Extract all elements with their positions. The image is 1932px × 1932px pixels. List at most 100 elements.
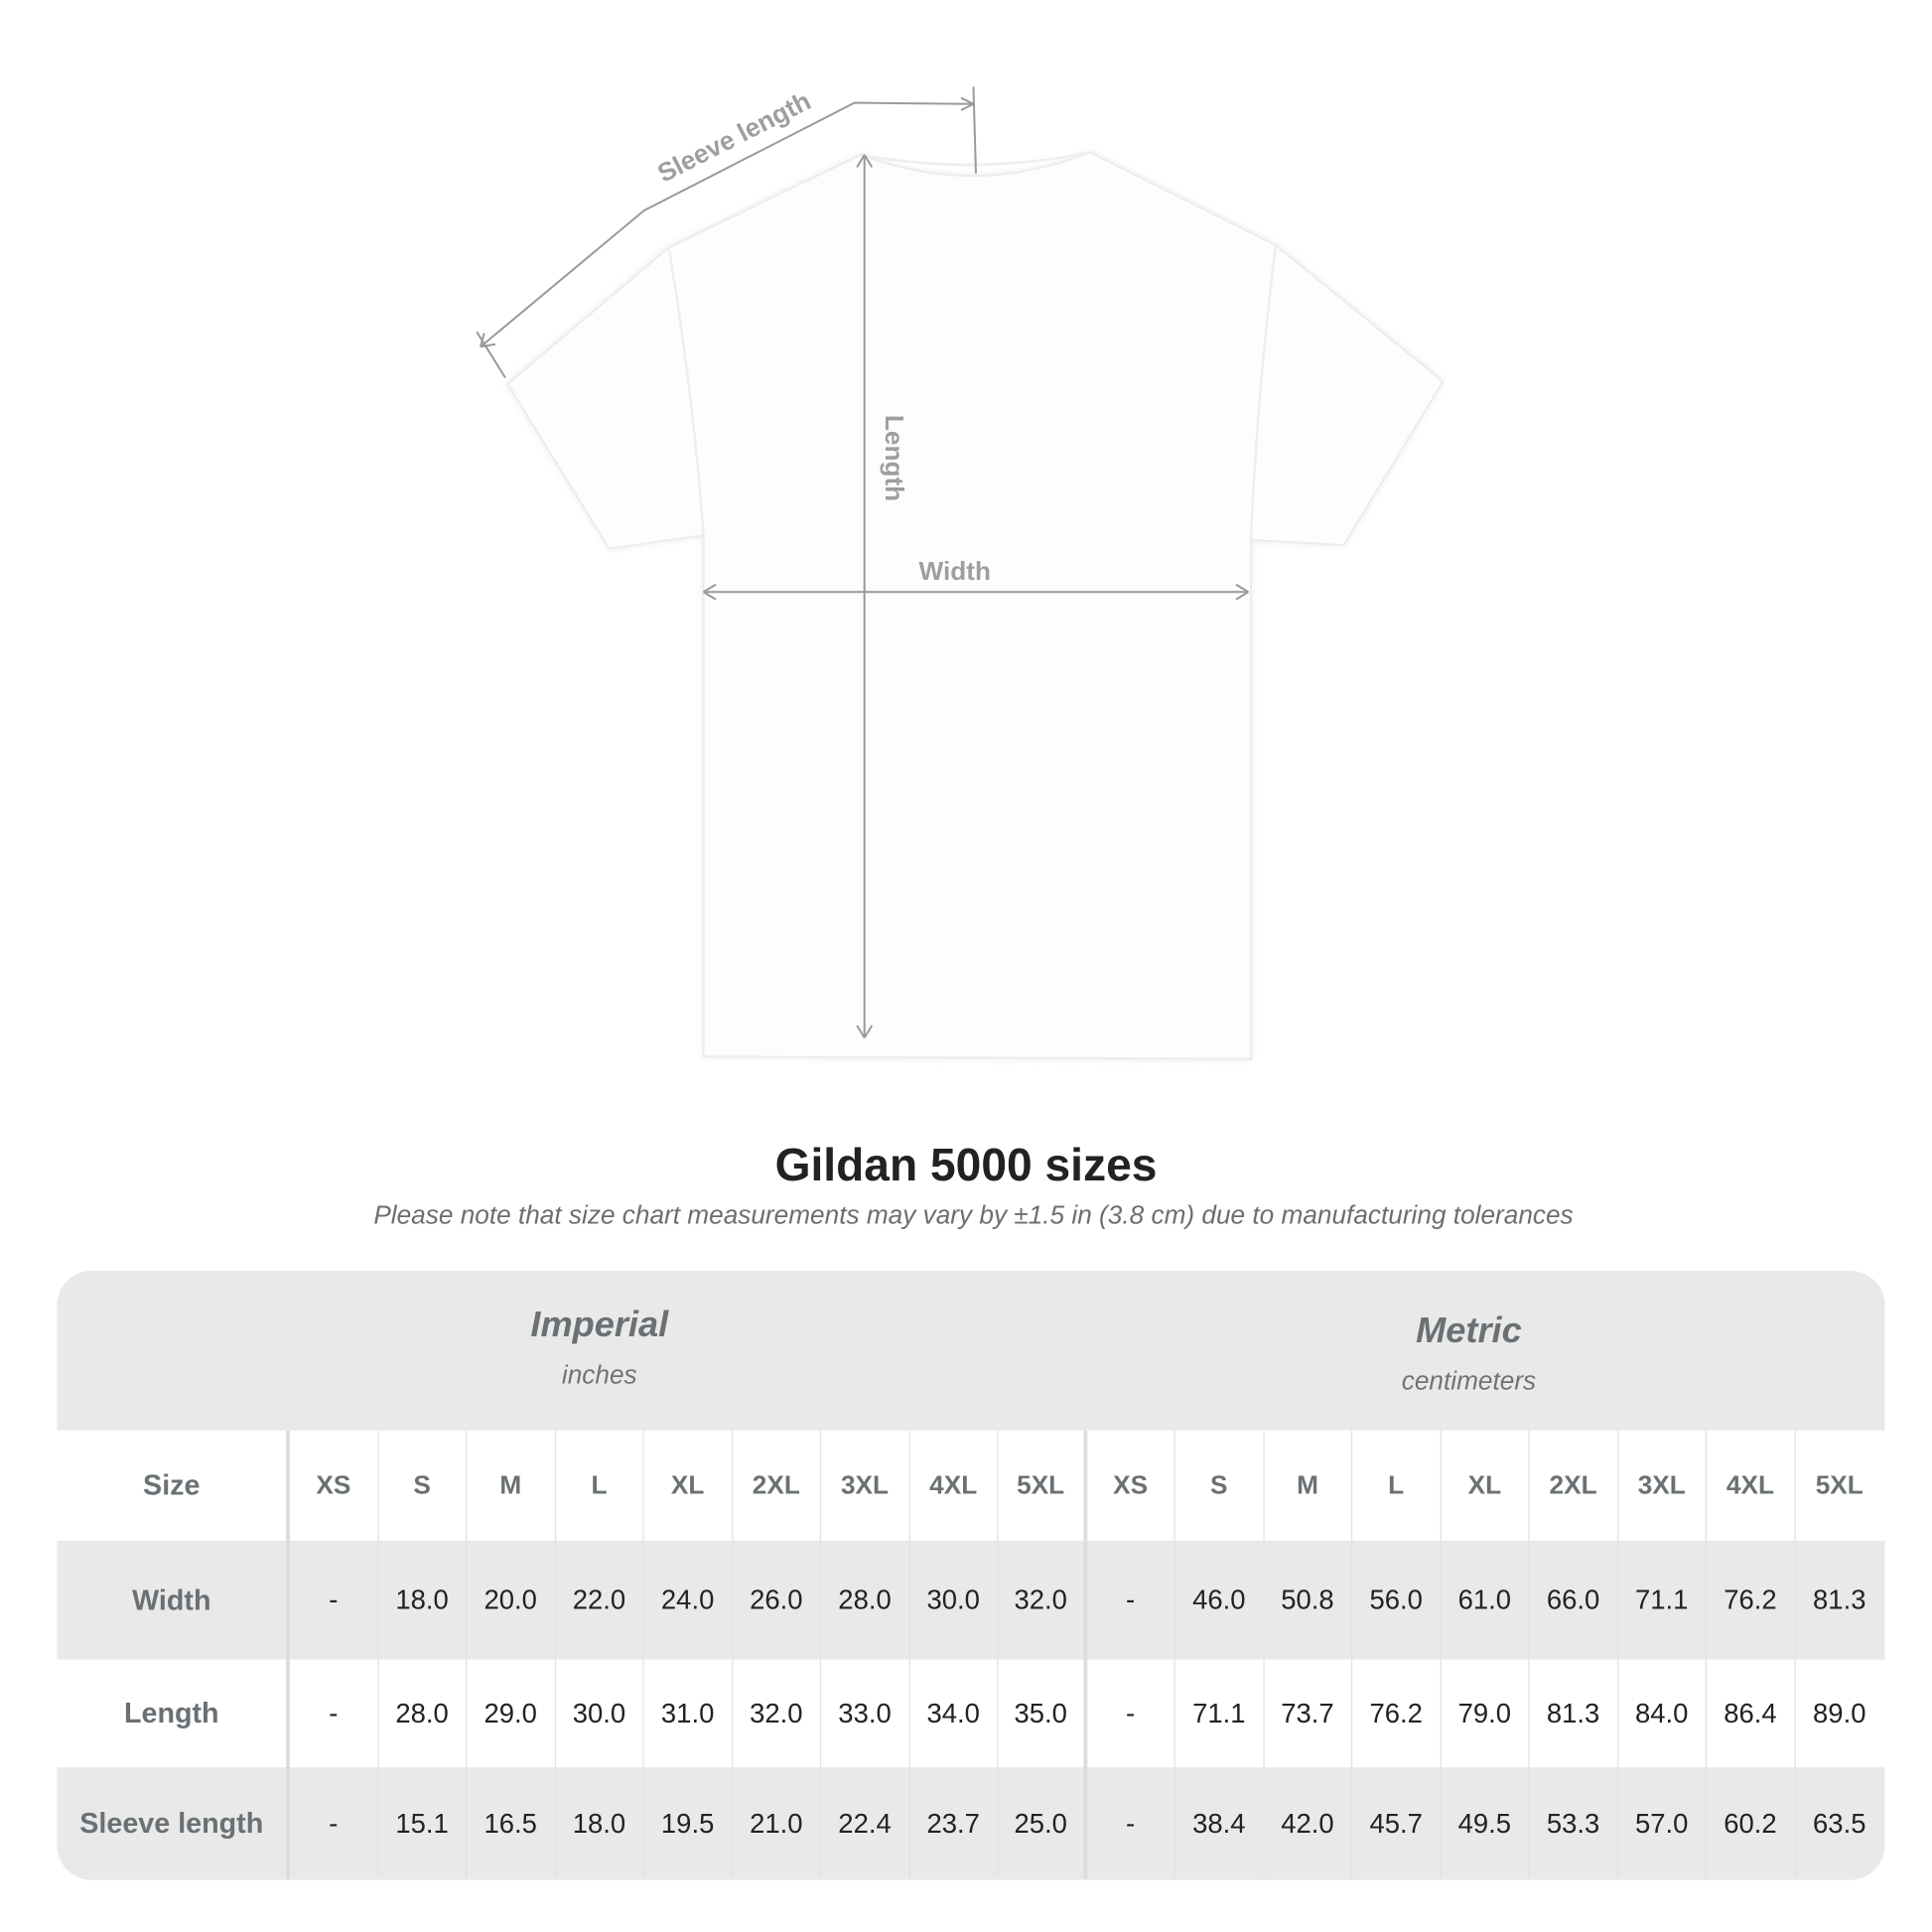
- table-cell: 23.7: [909, 1767, 999, 1880]
- size-header-cell: S: [1175, 1430, 1265, 1541]
- header-band: [57, 1270, 1885, 1431]
- row-label: Sleeve length: [57, 1767, 290, 1880]
- table-cell: 76.2: [1352, 1659, 1442, 1768]
- size-header-cell: L: [555, 1430, 644, 1541]
- table-cell: 30.0: [555, 1659, 644, 1768]
- size-header-cell: 2XL: [1530, 1430, 1618, 1541]
- table-cell: 56.0: [1352, 1540, 1442, 1660]
- row-label: Width: [57, 1540, 290, 1660]
- table-cell: 33.0: [821, 1659, 910, 1768]
- sleeve-length-line: [480, 101, 974, 348]
- size-header-row: Size XS S M L XL 2XL 3XL 4XL 5XL XS S M L XL 2XL 3XL 4XL…: [57, 1430, 1884, 1541]
- table-cell: 84.0: [1618, 1659, 1707, 1768]
- size-header-cell: 3XL: [1618, 1430, 1707, 1541]
- table-cell: 79.0: [1441, 1659, 1530, 1768]
- imperial-group: Imperial inches: [290, 1306, 909, 1391]
- table-cell: 22.0: [555, 1540, 644, 1660]
- table-cell: 30.0: [909, 1540, 999, 1660]
- table-cell: 32.0: [733, 1659, 822, 1768]
- metric-group: Metric centimeters: [1160, 1311, 1779, 1397]
- sleeve-length-label: Sleeve length: [652, 85, 815, 188]
- size-header-cell: 2XL: [733, 1430, 822, 1541]
- table-cell: 66.0: [1530, 1540, 1618, 1660]
- size-header-cell: 5XL: [998, 1430, 1087, 1541]
- table-cell: -: [290, 1540, 379, 1660]
- table-cell: 31.0: [644, 1659, 733, 1768]
- size-header-cell: XS: [290, 1430, 379, 1541]
- row-label: Length: [57, 1659, 290, 1768]
- table-row: Width -18.0 20.0 22.0 24.0 26.0 28.0 30.0 32.0-4…: [57, 1540, 1884, 1660]
- table-cell: 57.0: [1618, 1767, 1707, 1880]
- table-cell: 89.0: [1813, 1697, 1866, 1728]
- size-header-cell: S: [378, 1430, 468, 1541]
- table-cell: 20.0: [467, 1540, 556, 1660]
- size-header-cell: XL: [644, 1430, 733, 1541]
- width-arrowheads: [703, 583, 1249, 601]
- table-cell: 16.5: [467, 1767, 556, 1880]
- tolerance-note: Please note that size chart measurements…: [373, 1201, 1574, 1230]
- table-cell: 61.0: [1441, 1540, 1530, 1660]
- table-cell: 34.0: [909, 1659, 999, 1768]
- table-cell: -: [1087, 1659, 1175, 1768]
- table-cell: 81.3: [1530, 1659, 1618, 1768]
- group-unit: centimeters: [1401, 1367, 1537, 1396]
- table-cell: 71.1: [1618, 1540, 1707, 1660]
- measure-lines: [476, 86, 1249, 1038]
- size-label: Size: [57, 1430, 290, 1541]
- group-title: Metric: [1416, 1311, 1522, 1351]
- table-cell: 49.5: [1441, 1767, 1530, 1880]
- table-cell: 35.0: [998, 1659, 1087, 1768]
- size-header-cell: 4XL: [909, 1430, 999, 1541]
- size-header-cell: XS: [1087, 1430, 1175, 1541]
- table-cell: 42.0: [1264, 1767, 1353, 1880]
- table-cell: 73.7: [1264, 1659, 1353, 1768]
- table-cell: 21.0: [733, 1767, 822, 1880]
- size-header-cell: 3XL: [821, 1430, 910, 1541]
- size-header-cell: M: [1264, 1430, 1353, 1541]
- table-cell: 15.1: [378, 1767, 468, 1880]
- table-cell: 76.2: [1707, 1540, 1796, 1660]
- table-cell: 22.4: [821, 1767, 910, 1880]
- length-arrowheads: [856, 154, 874, 1038]
- sleeve-end-tick: [972, 86, 977, 174]
- table-cell: 25.0: [998, 1767, 1087, 1880]
- table-row: Sleeve length -15.1 16.5 18.0 19.5 21.0 22.4 23…: [57, 1767, 1884, 1880]
- table-cell: 24.0: [644, 1540, 733, 1660]
- table-cell: 29.0: [467, 1659, 556, 1768]
- table-cell: 32.0: [998, 1540, 1087, 1660]
- table-cell: 26.0: [733, 1540, 822, 1660]
- sleeve-band: [57, 1767, 1885, 1880]
- table-cell: 50.8: [1264, 1540, 1353, 1660]
- length-label: Length: [880, 415, 909, 501]
- tshirt-diagram: Sleeve length Length Width: [476, 85, 1445, 1060]
- tshirt: [506, 151, 1445, 1060]
- group-title: Imperial: [530, 1305, 669, 1345]
- page-title: Gildan 5000 sizes: [774, 1139, 1158, 1190]
- table-cell: 53.3: [1530, 1767, 1618, 1880]
- table-cell: 60.2: [1707, 1767, 1796, 1880]
- size-header-cell: L: [1352, 1430, 1442, 1541]
- width-band: [57, 1540, 1885, 1660]
- table-cell: 19.5: [644, 1767, 733, 1880]
- table-cell: -: [1087, 1540, 1175, 1660]
- table-row: Length -28.0 29.0 30.0 31.0 32.0 33.0 34.0 35.0-…: [57, 1659, 1884, 1768]
- table-cell: 71.1: [1175, 1659, 1265, 1768]
- table-cell: -: [290, 1767, 379, 1880]
- size-header-cell: 4XL: [1707, 1430, 1796, 1541]
- table-cell: 18.0: [378, 1540, 468, 1660]
- table-cell: 38.4: [1175, 1767, 1265, 1880]
- size-header-cell: 5XL: [1815, 1470, 1863, 1500]
- group-unit: inches: [561, 1360, 637, 1390]
- width-label: Width: [919, 556, 991, 586]
- sleeve-arrowheads: [480, 96, 974, 348]
- size-header-cell: M: [467, 1430, 556, 1541]
- table-cell: 45.7: [1352, 1767, 1442, 1880]
- table-cell: 63.5: [1813, 1807, 1866, 1839]
- size-header-cell: XL: [1441, 1430, 1530, 1541]
- table-cell: 28.0: [821, 1540, 910, 1660]
- table-cell: -: [290, 1659, 379, 1768]
- table-cell: 86.4: [1707, 1659, 1796, 1768]
- size-table: Imperial inches Metric centimeters Size …: [57, 1270, 1885, 1880]
- table-cell: 28.0: [378, 1659, 468, 1768]
- table-cell: 81.3: [1813, 1584, 1866, 1615]
